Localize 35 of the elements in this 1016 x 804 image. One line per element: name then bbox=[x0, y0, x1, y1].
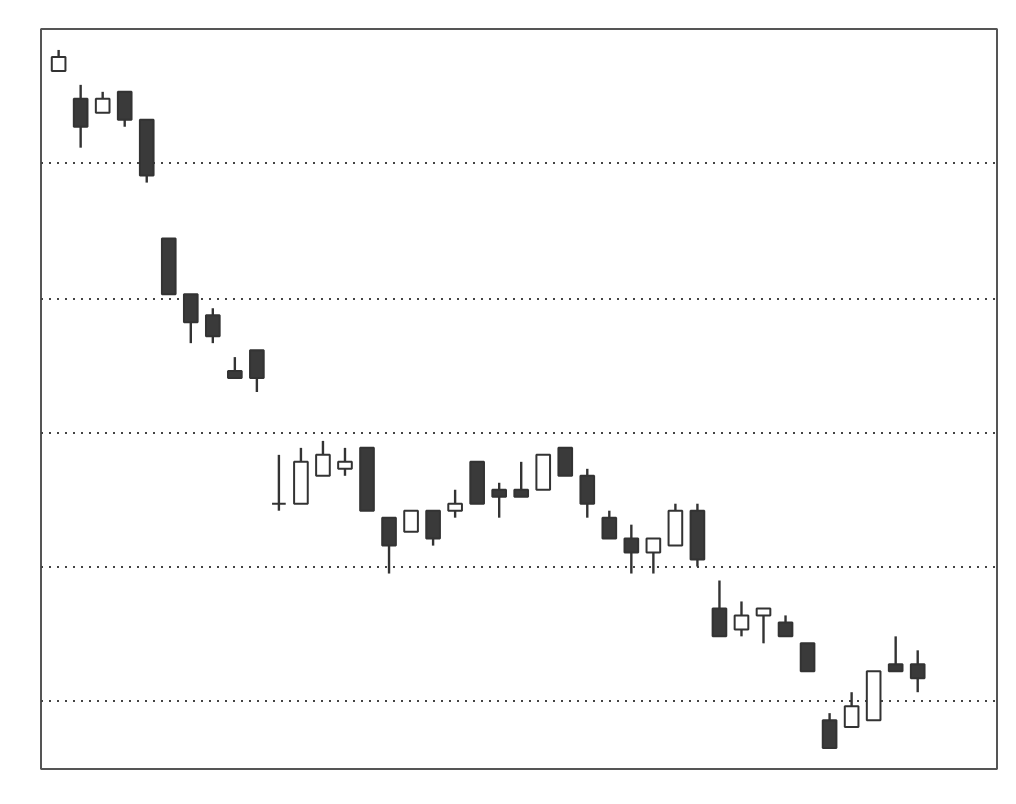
candlestick bbox=[227, 355, 243, 380]
candlestick bbox=[623, 523, 640, 575]
candlestick bbox=[667, 502, 684, 547]
candlestick bbox=[94, 90, 111, 114]
candlestick bbox=[72, 83, 89, 149]
candlestick bbox=[469, 460, 485, 505]
candlestick bbox=[182, 293, 199, 345]
candlestick bbox=[293, 446, 309, 505]
candlestick bbox=[557, 446, 574, 477]
candlestick bbox=[711, 579, 728, 638]
candlestick bbox=[116, 90, 133, 128]
candlestick bbox=[381, 516, 397, 575]
candlestick bbox=[821, 711, 838, 750]
candlestick bbox=[777, 614, 794, 638]
candlestick bbox=[491, 481, 507, 519]
candlestick bbox=[755, 607, 772, 645]
candlestick bbox=[315, 439, 331, 477]
candlestick bbox=[204, 307, 221, 345]
candlestick bbox=[513, 460, 530, 498]
candlestick bbox=[579, 467, 596, 519]
candlestick bbox=[425, 509, 441, 547]
candlestick bbox=[403, 509, 419, 533]
candlestick bbox=[447, 488, 463, 519]
candlestick bbox=[337, 446, 353, 477]
candlestick bbox=[887, 635, 904, 673]
candlestick bbox=[733, 600, 750, 638]
candlestick bbox=[249, 348, 265, 394]
candlestick bbox=[843, 691, 860, 729]
candlestick bbox=[909, 649, 926, 694]
candlestick bbox=[799, 642, 816, 673]
candlestick bbox=[535, 453, 552, 491]
candlestick bbox=[271, 453, 287, 512]
candlestick bbox=[645, 537, 662, 575]
candlestick bbox=[50, 48, 67, 73]
candlestick bbox=[601, 509, 618, 540]
